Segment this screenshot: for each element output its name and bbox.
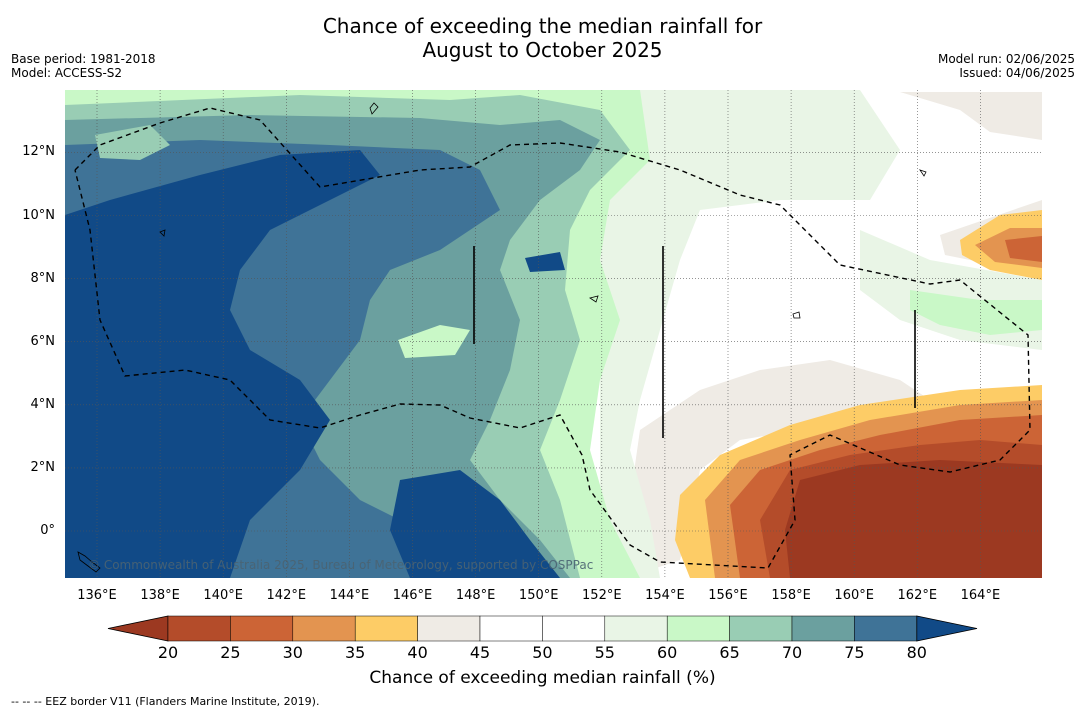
latitude-tick-label: 0° bbox=[40, 523, 55, 538]
colorbar-tick-label: 50 bbox=[532, 643, 553, 662]
longitude-tick-label: 150°E bbox=[518, 588, 559, 603]
title-line-1: Chance of exceeding the median rainfall … bbox=[322, 14, 763, 38]
colorbar bbox=[107, 615, 978, 642]
colorbar-bin bbox=[292, 615, 356, 642]
latitude-tick-label: 12°N bbox=[22, 144, 55, 160]
colorbar-bin bbox=[479, 615, 543, 642]
colorbar-bin bbox=[666, 615, 730, 642]
longitude-tick-label: 152°E bbox=[582, 588, 622, 603]
eez-border bbox=[74, 107, 1031, 569]
colorbar-title: Chance of exceeding median rainfall (%) bbox=[369, 668, 716, 688]
graticule bbox=[65, 90, 1042, 578]
longitude-tick-label: 138°E bbox=[140, 588, 180, 603]
colorbar-tick-label: 35 bbox=[345, 643, 366, 662]
base-period: Base period: 1981-2018 bbox=[11, 52, 156, 66]
colorbar-bin bbox=[604, 615, 668, 642]
colorbar-tick-label: 60 bbox=[657, 643, 678, 662]
contour-55-60 bbox=[600, 90, 900, 578]
colorbar-tick-label: 20 bbox=[157, 643, 179, 662]
longitude-tick-label: 148°E bbox=[455, 588, 496, 603]
title-line-2: August to October 2025 bbox=[422, 38, 663, 62]
longitude-tick-label: 164°E bbox=[960, 588, 1001, 603]
contour-45-50 bbox=[900, 92, 1042, 140]
map-contours bbox=[65, 90, 1042, 578]
contour-below-20 bbox=[785, 460, 1042, 578]
longitude-tick-label: 162°E bbox=[897, 588, 938, 603]
colorbar-bin bbox=[729, 615, 793, 642]
colorbar-tick-label: 65 bbox=[719, 643, 740, 662]
islands bbox=[77, 102, 927, 573]
eez-footnote: -- -- -- EEZ border V11 (Flanders Marine… bbox=[11, 695, 320, 708]
longitude-tick-label: 154°E bbox=[645, 588, 685, 603]
contour-65-70 bbox=[95, 125, 170, 160]
run-info: Model run: 02/06/2025 Issued: 04/06/2025 bbox=[938, 52, 1075, 80]
colorbar-tick-label: 40 bbox=[407, 643, 428, 662]
colorbar-tick-label: 75 bbox=[844, 643, 865, 662]
model-name: Model: ACCESS-S2 bbox=[11, 66, 123, 80]
contour-above-80 bbox=[390, 470, 560, 578]
colorbar-bin bbox=[167, 615, 231, 642]
longitude-tick-label: 156°E bbox=[708, 588, 748, 603]
colorbar-min-arrow bbox=[107, 615, 169, 642]
longitude-tick-label: 140°E bbox=[203, 588, 243, 603]
model-info: Base period: 1981-2018 Model: ACCESS-S2 bbox=[11, 52, 156, 80]
contour-25-30 bbox=[1005, 236, 1042, 262]
longitude-tick-label: 158°E bbox=[771, 588, 811, 603]
colorbar-tick-label: 80 bbox=[906, 643, 927, 662]
colorbar-tick-label: 30 bbox=[282, 643, 303, 662]
longitude-tick-label: 146°E bbox=[392, 588, 433, 603]
longitude-tick-label: 144°E bbox=[329, 588, 370, 603]
copyright-note: © Commonwealth of Australia 2025, Bureau… bbox=[88, 558, 594, 572]
colorbar-bin bbox=[854, 615, 918, 642]
latitude-tick-label: 10°N bbox=[22, 207, 55, 223]
colorbar-bin bbox=[230, 615, 294, 642]
issued-date: Issued: 04/06/2025 bbox=[959, 66, 1075, 80]
colorbar-bin bbox=[542, 615, 606, 642]
latitude-tick-label: 8°N bbox=[30, 270, 56, 286]
map-title: Chance of exceeding the median rainfall … bbox=[0, 14, 1085, 62]
latitude-tick-label: 2°N bbox=[30, 459, 56, 475]
longitude-tick-label: 142°E bbox=[266, 588, 307, 603]
contour-above-80 bbox=[525, 252, 565, 272]
latitude-tick-label: 4°N bbox=[30, 396, 56, 412]
colorbar-bin bbox=[417, 615, 481, 642]
colorbar-tick-label: 70 bbox=[781, 643, 803, 662]
colorbar-tick-label: 55 bbox=[594, 643, 615, 662]
colorbar-bin bbox=[354, 615, 418, 642]
model-run-date: Model run: 02/06/2025 bbox=[937, 52, 1075, 66]
colorbar-max-arrow bbox=[916, 615, 978, 642]
contour-above-80 bbox=[65, 150, 380, 578]
latitude-tick-label: 6°N bbox=[30, 333, 56, 349]
colorbar-tick-label: 25 bbox=[220, 643, 241, 662]
longitude-tick-label: 160°E bbox=[834, 588, 874, 603]
colorbar-tick-label: 45 bbox=[469, 643, 491, 662]
longitude-tick-label: 136°E bbox=[77, 588, 117, 603]
contour-60-65 bbox=[910, 290, 1042, 335]
colorbar-bin bbox=[791, 615, 855, 642]
